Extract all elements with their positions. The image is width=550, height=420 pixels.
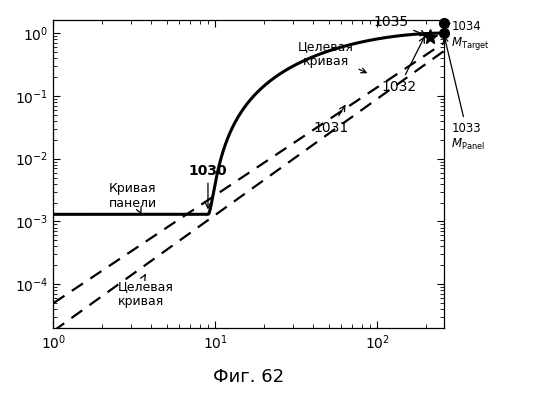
Text: 1030: 1030	[189, 163, 227, 208]
Text: 1032: 1032	[382, 37, 424, 94]
Text: 1033
$M_{\mathrm{Panel}}$: 1033 $M_{\mathrm{Panel}}$	[443, 37, 485, 152]
Text: Фиг. 62: Фиг. 62	[213, 368, 284, 386]
Text: 1035: 1035	[373, 15, 426, 36]
Text: Целевая
кривая: Целевая кривая	[118, 275, 174, 308]
Text: Кривая
панели: Кривая панели	[109, 182, 157, 213]
Text: 1034
$M_{\mathrm{Target}}$: 1034 $M_{\mathrm{Target}}$	[445, 20, 490, 52]
Text: Целевая
кривая: Целевая кривая	[298, 40, 366, 73]
Text: 1031: 1031	[314, 105, 349, 135]
